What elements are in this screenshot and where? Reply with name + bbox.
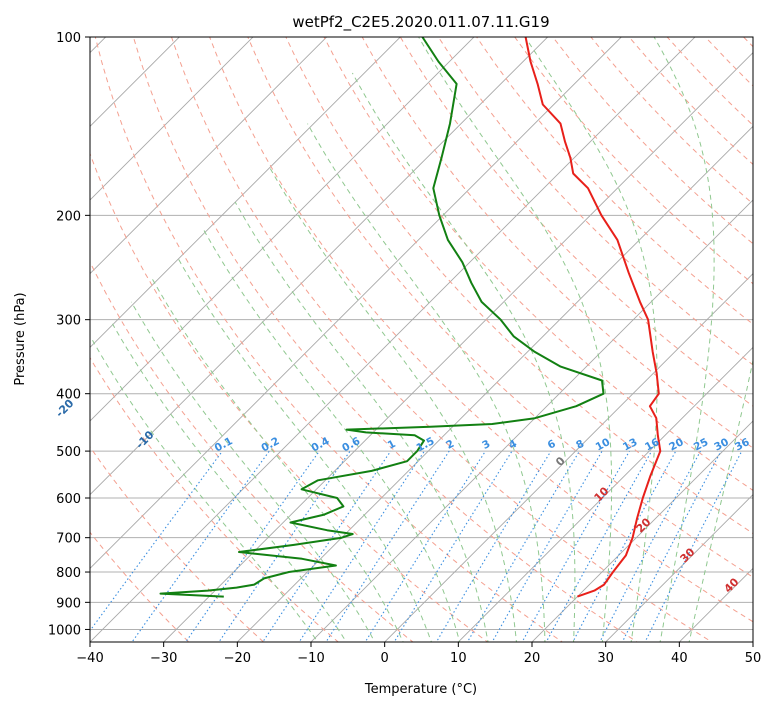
dry-adiabat-line: [361, 37, 753, 449]
y-tick-label: 1000: [48, 623, 81, 638]
y-tick-label: 100: [56, 31, 81, 46]
y-tick-label: 300: [56, 314, 81, 329]
x-tick-label: −40: [76, 651, 103, 666]
mixing-ratio-line: [599, 450, 701, 642]
mixing-ratio-line: [393, 450, 513, 642]
isotherm-line: [90, 37, 180, 127]
mixing-ratio-line: [491, 450, 603, 642]
moist-adiabat-line: [268, 165, 518, 642]
moist-adiabat-line: [202, 227, 461, 642]
plot-frame: [89, 36, 754, 643]
moist-adiabat-line: [653, 37, 715, 642]
moist-adiabat-line: [351, 72, 576, 642]
mixing-ratio-line: [364, 450, 486, 642]
x-tick-label: −10: [297, 651, 324, 666]
isotherm-line: [90, 37, 328, 275]
mixing-ratio-line: [262, 450, 392, 642]
x-tick-label: 30: [597, 651, 614, 666]
y-tick-label: 900: [56, 596, 81, 611]
isotherm-line: [90, 37, 401, 348]
x-tick-label: 40: [671, 651, 688, 666]
isotherm-line: [236, 125, 753, 642]
mixing-ratio-line: [466, 450, 580, 642]
dry-adiabat-line: [209, 37, 753, 623]
dry-adiabat-line: [247, 37, 753, 578]
y-tick-label: 400: [56, 388, 81, 403]
dry-adiabat-line: [90, 152, 489, 642]
isotherm-line: [90, 37, 475, 422]
dry-adiabat-line: [132, 37, 638, 642]
isotherm-line: [163, 52, 753, 642]
moist-adiabat-line: [92, 340, 319, 642]
y-tick-label: 800: [56, 566, 81, 581]
isotherm-line: [90, 37, 696, 642]
moist-adiabat-line: [151, 277, 404, 642]
isotherm-line: [310, 199, 753, 642]
dewpoint-profile-line: [159, 37, 605, 598]
isotherm-line: [90, 37, 549, 496]
axes: −40 −30 −20 −10 0 10 20 30 40 50 100 200 300 400 500 60…: [48, 31, 761, 666]
x-tick-label: 50: [745, 651, 762, 666]
x-tick-label: −30: [150, 651, 177, 666]
dry-adiabat-line: [90, 260, 414, 642]
isotherm-line: [605, 494, 753, 642]
mixing-ratio-line: [298, 450, 425, 642]
x-tick-label: −20: [224, 651, 251, 666]
sounding-series: [159, 37, 662, 598]
background-lines: [90, 37, 753, 642]
x-tick-label: 20: [524, 651, 541, 666]
moist-adiabat-line: [418, 37, 613, 642]
mixing-ratio-line: [218, 450, 351, 642]
dry-adiabat-line: [476, 37, 753, 325]
x-axis-label: Temperature (°C): [364, 682, 477, 697]
mixing-ratio-line: [572, 450, 677, 642]
mixing-ratio-line: [325, 450, 450, 642]
isotherm-line: [90, 37, 622, 569]
dry-adiabat-line: [94, 37, 564, 642]
dry-adiabat-line: [170, 37, 713, 642]
dry-adiabat-line: [399, 37, 753, 407]
isotherm-line: [457, 346, 753, 642]
moist-adiabat-line: [130, 301, 376, 642]
x-tick-label: 10: [450, 651, 467, 666]
mixing-ratio-line: [545, 450, 653, 642]
isotherm-line: [531, 420, 753, 642]
moist-adiabat-line: [307, 123, 546, 642]
moist-adiabat-line: [112, 323, 347, 642]
chart-title: wetPf2_C2E5.2020.011.07.11.G19: [292, 13, 549, 32]
y-tick-label: 600: [56, 492, 81, 507]
y-tick-label: 700: [56, 532, 81, 547]
y-tick-label: 500: [56, 445, 81, 460]
dry-adiabat-line: [90, 446, 265, 642]
isotherm-line: [384, 273, 753, 642]
mixing-ratio-line: [435, 450, 552, 642]
mixing-ratio-line: [131, 450, 270, 642]
dry-adiabat-line: [285, 37, 753, 535]
y-axis-label: Pressure (hPa): [13, 292, 28, 385]
moist-adiabat-line: [176, 256, 432, 642]
temperature-profile-line: [524, 37, 662, 598]
isotherm-line: [90, 37, 254, 201]
y-tick-label: 200: [56, 209, 81, 224]
x-tick-label: 0: [381, 651, 389, 666]
